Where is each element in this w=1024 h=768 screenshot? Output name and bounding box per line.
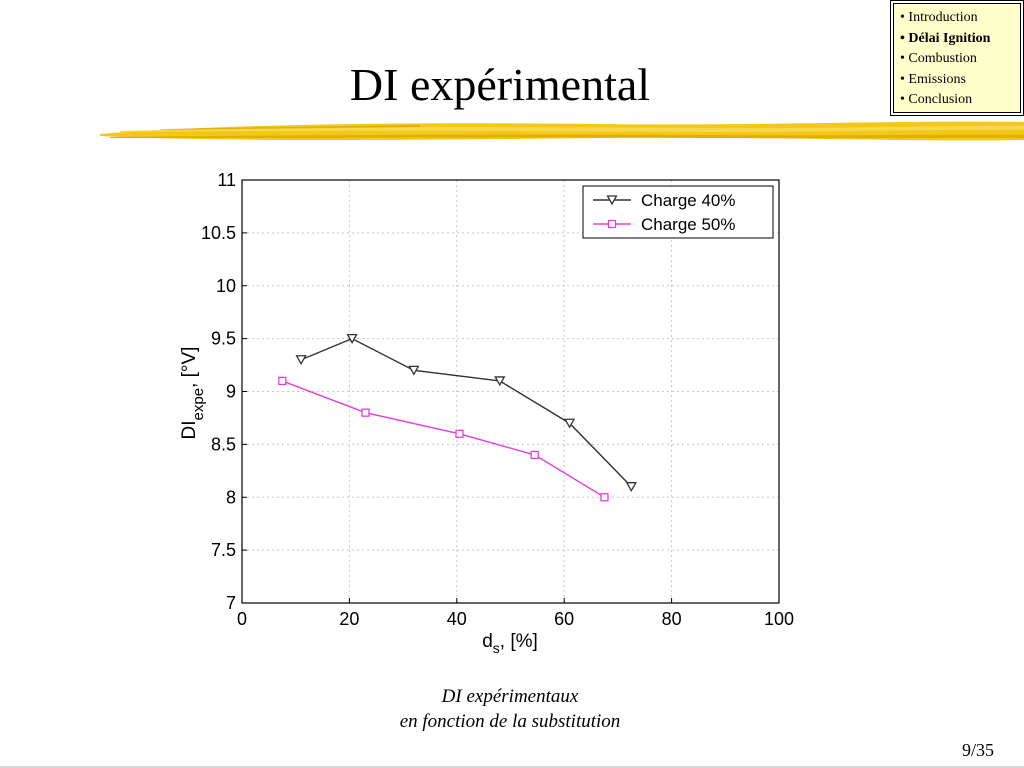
y-tick-label: 9 [226, 382, 236, 402]
legend-label: Charge 40% [641, 191, 736, 210]
caption-line-2: en fonction de la substitution [399, 711, 621, 732]
x-tick-label: 80 [662, 609, 682, 629]
chart-legend: Charge 40% Charge 50% [582, 185, 774, 239]
y-tick-label: 10.5 [201, 223, 236, 243]
nav-item-delai-ignition[interactable]: • Délai Ignition [900, 30, 991, 46]
line-chart: 0 20 40 60 80 100 7 7.5 8 8.5 9 9.5 10 10.5 11 Charge… [179, 170, 794, 656]
nav-item-emissions[interactable]: • Emissions [900, 71, 966, 87]
legend-box [582, 185, 774, 239]
x-tick-label: 20 [339, 609, 359, 629]
data-point [346, 333, 358, 344]
nav-item-combustion[interactable]: • Combustion [900, 51, 977, 66]
legend-marker [607, 219, 617, 229]
data-point [408, 365, 420, 376]
footer-divider [0, 766, 1024, 768]
y-tick-label: 9.5 [211, 329, 236, 349]
data-point [455, 429, 464, 438]
data-point [625, 482, 637, 493]
y-tick-label: 8 [226, 487, 236, 507]
series-line [282, 380, 605, 498]
data-point [278, 376, 287, 386]
y-tick-label: 7.5 [211, 540, 236, 560]
x-axis-ticks: 0 20 40 60 80 100 [237, 598, 794, 629]
page-number: 9/35 [961, 740, 994, 760]
figure-caption: DI expérimentaux en fonction de la subst… [340, 684, 680, 734]
series-charge-40 [295, 333, 637, 493]
y-tick-label: 8.5 [211, 434, 236, 454]
series-charge-50 [278, 376, 609, 502]
slide-title: DI expérimental [349, 59, 651, 110]
data-point [563, 418, 576, 429]
data-point [494, 376, 506, 387]
nav-item-introduction[interactable]: • Introduction [900, 10, 978, 25]
data-point [530, 450, 539, 460]
y-tick-label: 7 [226, 593, 236, 613]
legend-marker [606, 195, 618, 206]
legend-label: Charge 50% [641, 215, 736, 234]
y-axis-label: DIexpe, [°V] [179, 347, 207, 440]
data-point [600, 493, 609, 502]
y-tick-label: 11 [217, 170, 236, 190]
data-point [295, 355, 307, 366]
x-tick-label: 60 [554, 609, 574, 629]
series-line [300, 337, 632, 488]
brush-stroke-divider [100, 121, 1024, 141]
x-axis-label: ds, [%] [482, 631, 538, 656]
y-axis-ticks: 7 7.5 8 8.5 9 9.5 10 10.5 11 [201, 170, 247, 613]
nav-item-conclusion[interactable]: • Conclusion [900, 92, 973, 107]
section-navigation: • Introduction • Délai Ignition • Combus… [890, 0, 1024, 116]
x-tick-label: 100 [764, 609, 794, 629]
data-series [278, 333, 637, 502]
x-tick-label: 40 [447, 609, 467, 629]
data-point [361, 408, 370, 417]
caption-line-1: DI expérimentaux [441, 686, 579, 707]
grid-lines [242, 180, 779, 603]
y-tick-label: 10 [216, 276, 236, 296]
x-tick-label: 0 [237, 609, 247, 629]
